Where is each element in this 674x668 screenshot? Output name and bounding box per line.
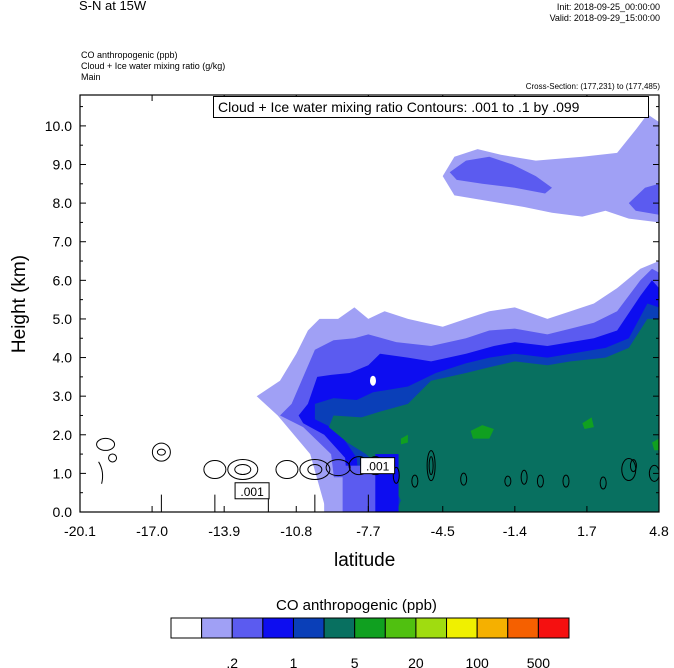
cloud-contour-2 — [108, 453, 118, 463]
y-tick-label: 5.0 — [53, 311, 73, 327]
field-name-main: Main — [81, 72, 101, 82]
contour-label: .001 — [366, 460, 390, 474]
co-upper-layer-medium — [449, 156, 552, 194]
y-tick-label: 2.0 — [53, 427, 73, 443]
colorbar-box — [537, 617, 570, 639]
cloud-contour-8 — [275, 460, 299, 480]
cloud-contour-5 — [203, 460, 227, 480]
cloud-contour-23 — [599, 476, 607, 490]
colorbar-box — [170, 617, 203, 639]
colorbar-box — [384, 617, 417, 639]
colorbar-tick-label: 1 — [290, 655, 298, 668]
cloud-contour-6 — [227, 459, 259, 481]
contour-label-box — [234, 482, 270, 500]
cloud-contours: .001 .001 — [96, 437, 659, 512]
cloud-contour-20 — [520, 469, 528, 485]
cloud-contour-17 — [411, 474, 419, 488]
colorbar-box — [476, 617, 509, 639]
x-tick-label: 1.7 — [577, 523, 597, 539]
colorbar-tick-label: 100 — [465, 655, 489, 668]
cloud-contour-4 — [156, 448, 166, 456]
co-surface-column-light — [324, 477, 343, 512]
x-tick-label: -7.7 — [356, 523, 380, 539]
x-tick-label: -20.1 — [64, 523, 96, 539]
colorbar-box — [231, 617, 264, 639]
colorbar-box — [323, 617, 356, 639]
x-axis-label: latitude — [334, 550, 396, 571]
colorbar-tick-label: 20 — [408, 655, 424, 668]
field-name-cloud: Cloud + Ice water mixing ratio (g/kg) — [81, 61, 226, 71]
y-tick-label: 6.0 — [53, 272, 73, 288]
cloud-contour-14 — [426, 450, 436, 482]
cloud-contour-18 — [460, 472, 468, 486]
cloud-contour-arc — [98, 461, 104, 484]
cloud-contour-1 — [96, 437, 116, 451]
co-level-teal — [328, 318, 659, 512]
co-level-green-4 — [652, 438, 659, 451]
co-upper-layer-light — [442, 114, 659, 223]
co-upper-layer-right — [628, 183, 659, 215]
colorbar-tick-label: 5 — [351, 655, 359, 668]
contour-label-box — [360, 457, 396, 475]
cloud-contour-9 — [299, 459, 331, 481]
cloud-contour-19 — [504, 475, 512, 487]
plot-frame — [79, 94, 660, 513]
x-tick-label: 4.8 — [649, 523, 669, 539]
x-tick-label: -4.5 — [431, 523, 455, 539]
cloud-contour-11 — [325, 459, 351, 477]
cloud-contour-26 — [648, 464, 659, 482]
x-tick-label: -17.0 — [136, 523, 168, 539]
x-tick-label: -1.4 — [503, 523, 527, 539]
co-gap — [369, 375, 376, 386]
plot-title: S-N at 15W — [79, 0, 147, 13]
colorbar-box — [415, 617, 448, 639]
colorbar-box — [507, 617, 539, 639]
colorbar-box — [354, 617, 386, 639]
colorbar-title: CO anthropogenic (ppb) — [276, 597, 437, 614]
colorbar-box — [201, 617, 233, 639]
cloud-contour-25 — [629, 459, 637, 473]
y-tick-label: 7.0 — [53, 234, 73, 250]
contour-label: .001 — [240, 485, 264, 499]
cloud-contour-16 — [392, 466, 400, 484]
colorbar-box — [446, 617, 478, 639]
cross-section-label: Cross-Section: (177,231) to (177,485) — [525, 82, 660, 91]
cloud-contour-22 — [562, 474, 570, 488]
y-tick-label: 1.0 — [53, 465, 73, 481]
co-level-green-1 — [400, 434, 408, 445]
colorbar-tick-label: 500 — [527, 655, 551, 668]
y-tick-label: 9.0 — [53, 157, 73, 173]
cloud-contour-15 — [428, 456, 434, 476]
co-level-green-3 — [582, 417, 594, 429]
cloud-contour-21 — [536, 474, 544, 488]
co-shaded-field — [256, 114, 659, 512]
co-level-green-2 — [470, 425, 494, 439]
x-tick-label: -10.8 — [280, 523, 312, 539]
cloud-contour-3 — [151, 442, 171, 462]
colorbar-box — [292, 617, 325, 639]
y-tick-label: 3.0 — [53, 388, 73, 404]
cloud-contour-10 — [307, 464, 323, 476]
y-tick-label: 10.0 — [45, 118, 72, 134]
y-axis-label: Height (km) — [9, 254, 30, 354]
y-tick-label: 4.0 — [53, 350, 73, 366]
field-name-co: CO anthropogenic (ppb) — [81, 50, 178, 60]
y-tick-label: 8.0 — [53, 195, 73, 211]
init-time: Init: 2018-09-25_00:00:00 — [556, 2, 660, 12]
x-tick-label: -13.9 — [208, 523, 240, 539]
cloud-contour-7 — [234, 464, 252, 476]
plot-axes: 0.0 1.0 2.0 3.0 4.0 5.0 6.0 7.0 8.0 9.0 10.0 -20.1 -… — [45, 94, 669, 539]
y-tick-label: 0.0 — [53, 504, 73, 520]
colorbar-box — [262, 617, 294, 639]
contour-info-box: Cloud + Ice water mixing ratio Contours:… — [213, 96, 649, 118]
valid-time: Valid: 2018-09-29_15:00:00 — [549, 13, 660, 23]
colorbar: .2 1 5 20 100 500 — [170, 617, 570, 668]
colorbar-tick-label: .2 — [226, 655, 238, 668]
